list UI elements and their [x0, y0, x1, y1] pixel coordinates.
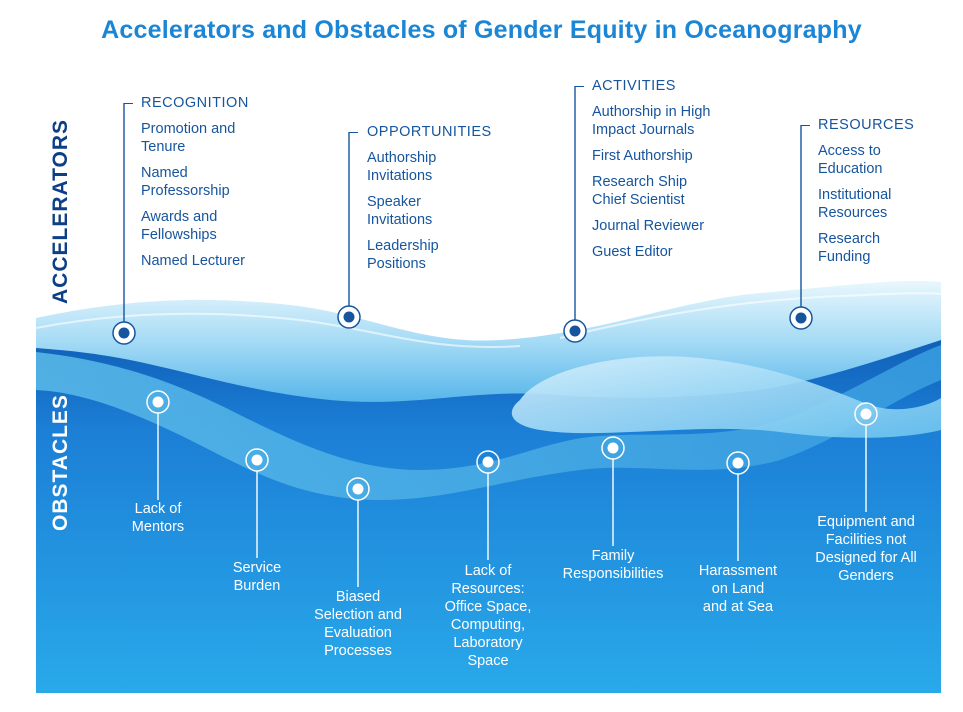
marker-dot — [601, 436, 625, 460]
marker-dot — [607, 442, 619, 454]
group-item: Access to Education — [818, 143, 883, 177]
foam-streak — [559, 292, 942, 339]
group-heading: ACTIVITIES — [592, 78, 676, 94]
marker-dot — [860, 408, 872, 420]
group-heading: OPPORTUNITIES — [367, 124, 492, 140]
obstacle-family-responsibilities: Family Responsibilities — [562, 548, 664, 582]
group-item: Speaker Invitations — [367, 194, 433, 228]
obstacle-harassment: Harassment on Land and at Sea — [698, 563, 778, 615]
group-heading: RECOGNITION — [141, 95, 249, 111]
accelerators-label: ACCELERATORS — [49, 118, 72, 304]
marker-dot — [726, 451, 750, 475]
marker-dot — [251, 454, 263, 466]
bracket-tick — [575, 86, 584, 87]
marker-dot — [343, 311, 355, 323]
group-item: Guest Editor — [592, 244, 673, 260]
bracket-tick — [349, 132, 358, 133]
obstacle-markers — [146, 390, 878, 501]
foam-streak — [35, 312, 521, 349]
group-item: Institutional Resources — [818, 187, 892, 221]
group-item: Authorship in High Impact Journals — [592, 104, 711, 138]
page-title: Accelerators and Obstacles of Gender Equ… — [101, 16, 862, 44]
wave-curl — [511, 356, 941, 438]
accelerator-markers — [112, 305, 813, 345]
marker-dot — [245, 448, 269, 472]
accelerator-group-opportunities: OPPORTUNITIES Authorship Invitations Spe… — [367, 124, 557, 281]
group-item: Named Professorship — [141, 165, 230, 199]
marker-dot — [482, 456, 494, 468]
accelerator-group-resources: RESOURCES Access to Education Institutio… — [818, 117, 958, 274]
group-item: Journal Reviewer — [592, 218, 705, 234]
marker-dot — [118, 327, 130, 339]
marker-dot — [795, 312, 807, 324]
accelerator-group-recognition: RECOGNITION Promotion and Tenure Named P… — [141, 95, 331, 278]
marker-dot — [152, 396, 164, 408]
group-heading: RESOURCES — [818, 117, 915, 133]
marker-dot — [569, 325, 581, 337]
accelerator-group-activities: ACTIVITIES Authorship in High Impact Jou… — [592, 78, 792, 269]
group-item: Research Ship Chief Scientist — [592, 174, 688, 208]
marker-dot — [732, 457, 744, 469]
group-item: First Authorship — [592, 148, 693, 164]
obstacles-label: OBSTACLES — [49, 394, 72, 531]
obstacle-service-burden: Service Burden — [232, 560, 282, 594]
marker-dot — [352, 483, 364, 495]
group-item: Authorship Invitations — [367, 150, 437, 184]
obstacle-lack-of-resources: Lack of Resources: Office Space, Computi… — [444, 563, 532, 669]
group-item: Leadership Positions — [367, 238, 439, 272]
group-item: Promotion and Tenure — [141, 121, 236, 155]
obstacle-equipment-facilities: Equipment and Facilities not Designed fo… — [815, 514, 917, 584]
obstacle-biased-selection: Biased Selection and Evaluation Processe… — [314, 589, 402, 659]
group-item: Named Lecturer — [141, 253, 245, 269]
group-item: Research Funding — [818, 231, 881, 265]
group-item: Awards and Fellowships — [141, 209, 218, 243]
bracket-tick — [801, 125, 810, 126]
marker-dot — [854, 402, 878, 426]
obstacle-lack-of-mentors: Lack of Mentors — [131, 501, 185, 535]
marker-dot — [346, 477, 370, 501]
bracket-tick — [124, 103, 133, 104]
marker-dot — [476, 450, 500, 474]
marker-dot — [146, 390, 170, 414]
